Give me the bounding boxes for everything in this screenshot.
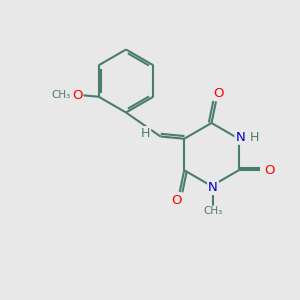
Text: H: H — [141, 127, 150, 140]
Text: N: N — [208, 181, 218, 194]
Text: H: H — [250, 131, 259, 144]
Text: O: O — [264, 164, 274, 177]
Text: O: O — [214, 86, 224, 100]
Text: N: N — [236, 131, 245, 144]
Text: CH₃: CH₃ — [203, 206, 223, 217]
Text: O: O — [172, 194, 182, 207]
Text: O: O — [72, 89, 83, 102]
Text: CH₃: CH₃ — [52, 90, 71, 100]
